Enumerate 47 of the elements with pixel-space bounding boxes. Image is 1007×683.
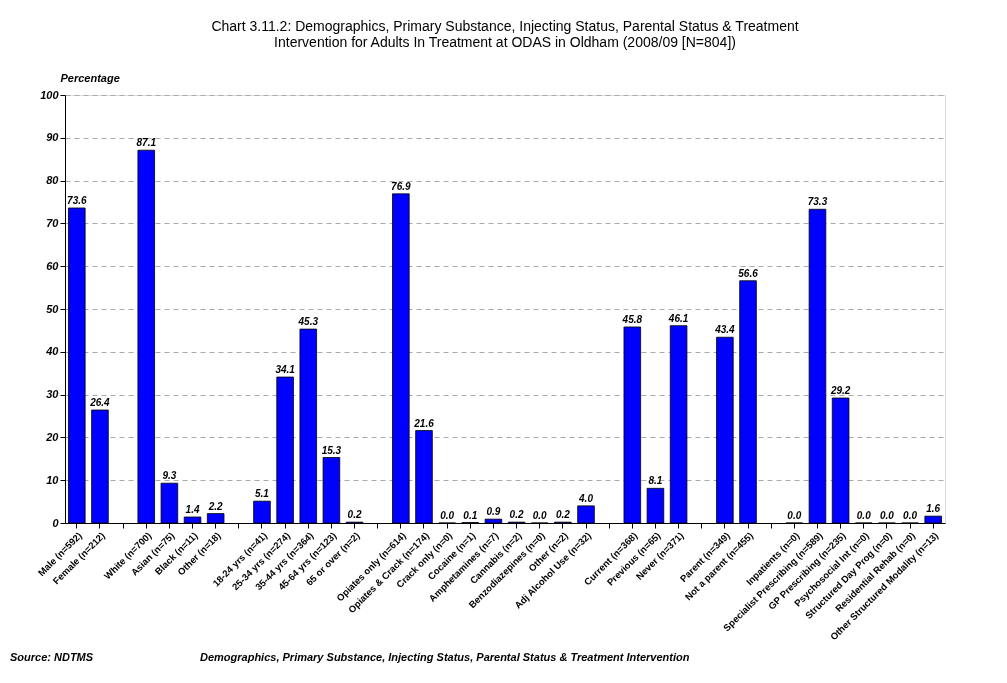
data-label: 76.9 xyxy=(391,180,412,192)
data-label: 0.2 xyxy=(555,509,571,521)
source-note: Source: NDTMS xyxy=(10,651,94,663)
y-tick-label: 40 xyxy=(45,345,60,358)
y-tick-label: 10 xyxy=(46,473,60,486)
data-label: 4.0 xyxy=(578,492,594,504)
data-label: 0.0 xyxy=(879,510,895,521)
data-label: 43.4 xyxy=(714,324,736,336)
y-tick-label: 80 xyxy=(46,174,60,187)
data-label: 0.9 xyxy=(486,506,501,518)
data-label: 34.1 xyxy=(275,364,296,376)
data-label: 1.6 xyxy=(926,503,941,515)
data-label: 0.1 xyxy=(463,509,478,521)
data-label: 0.2 xyxy=(347,509,362,521)
y-tick-label: 0 xyxy=(52,516,60,529)
data-label: 5.1 xyxy=(255,488,270,500)
data-label: 56.6 xyxy=(738,267,759,279)
y-tick-label: 100 xyxy=(40,88,60,101)
data-label: 0.0 xyxy=(440,510,455,521)
data-label: 29.2 xyxy=(829,385,851,397)
chart-title: Chart 3.11.2: Demographics, Primary Substance, Injecting Status, Parental Status & Treatment Intervention for Adults In Treatment at ODAS in Oldham (2008/09 [N=804]) xyxy=(211,18,799,50)
data-label: 0.0 xyxy=(856,510,872,521)
data-label: 8.1 xyxy=(648,475,663,487)
y-axis-title: Percentage xyxy=(60,71,120,84)
y-tick-label: 90 xyxy=(46,131,60,144)
data-label: 0.0 xyxy=(532,510,548,521)
data-label: 2.2 xyxy=(207,500,224,512)
data-label: 73.6 xyxy=(67,194,87,206)
data-label: 0.0 xyxy=(787,510,802,521)
data-label: 1.4 xyxy=(185,504,200,516)
data-label: 0.2 xyxy=(509,509,524,521)
data-label: 9.3 xyxy=(162,470,177,482)
data-label: 46.1 xyxy=(667,312,689,324)
data-label: 45.3 xyxy=(297,316,319,328)
y-tick-label: 60 xyxy=(46,259,60,272)
data-label: 0.0 xyxy=(903,510,918,521)
y-tick-label: 20 xyxy=(45,430,60,443)
y-tick-label: 30 xyxy=(46,388,60,401)
text: Demographics, Primary Substance, Injecting Status, Parental Status & Treatment Intervention xyxy=(200,651,690,663)
data-label: 21.6 xyxy=(413,417,435,429)
data-label: 26.4 xyxy=(89,397,111,409)
data-label: 15.3 xyxy=(321,444,342,456)
data-label: 87.1 xyxy=(136,137,157,149)
y-tick-label: 70 xyxy=(46,216,60,229)
data-label: 73.3 xyxy=(807,196,828,208)
data-label: 45.8 xyxy=(621,313,643,325)
y-tick-label: 50 xyxy=(46,302,60,315)
